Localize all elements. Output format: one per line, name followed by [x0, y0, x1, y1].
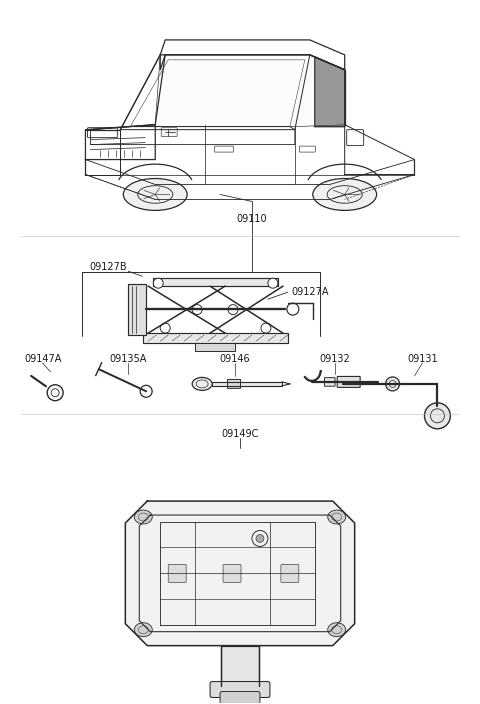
FancyBboxPatch shape	[210, 681, 270, 698]
Ellipse shape	[123, 179, 187, 210]
FancyBboxPatch shape	[228, 379, 240, 389]
Ellipse shape	[134, 623, 152, 636]
Circle shape	[192, 305, 202, 315]
Circle shape	[153, 278, 163, 288]
FancyBboxPatch shape	[144, 333, 288, 343]
Ellipse shape	[328, 623, 346, 636]
FancyBboxPatch shape	[195, 343, 235, 351]
FancyBboxPatch shape	[128, 284, 146, 335]
Circle shape	[287, 303, 299, 315]
Text: 09127A: 09127A	[291, 287, 328, 297]
FancyBboxPatch shape	[281, 565, 299, 582]
FancyBboxPatch shape	[221, 646, 259, 686]
Circle shape	[424, 403, 450, 429]
Ellipse shape	[192, 377, 212, 391]
Text: 09131: 09131	[407, 354, 438, 364]
Polygon shape	[125, 501, 355, 646]
FancyBboxPatch shape	[220, 691, 260, 704]
Polygon shape	[315, 57, 345, 127]
FancyBboxPatch shape	[168, 565, 186, 582]
Text: 09132: 09132	[319, 354, 350, 364]
Polygon shape	[130, 55, 345, 127]
Circle shape	[160, 323, 170, 333]
FancyBboxPatch shape	[153, 278, 278, 287]
Ellipse shape	[313, 179, 377, 210]
FancyBboxPatch shape	[223, 565, 241, 582]
Ellipse shape	[134, 510, 152, 524]
Circle shape	[268, 278, 278, 288]
FancyBboxPatch shape	[161, 127, 177, 137]
FancyBboxPatch shape	[337, 377, 360, 387]
Text: 09127B: 09127B	[90, 263, 127, 272]
Circle shape	[261, 323, 271, 333]
Text: 09110: 09110	[237, 215, 267, 225]
Text: 09135A: 09135A	[109, 354, 147, 364]
Text: 09147A: 09147A	[24, 354, 61, 364]
Circle shape	[256, 534, 264, 543]
Text: 09149C: 09149C	[221, 429, 259, 439]
Circle shape	[228, 305, 238, 315]
FancyBboxPatch shape	[324, 377, 335, 386]
Circle shape	[385, 377, 399, 391]
Ellipse shape	[328, 510, 346, 524]
Text: 09146: 09146	[220, 354, 251, 364]
Polygon shape	[212, 382, 282, 386]
